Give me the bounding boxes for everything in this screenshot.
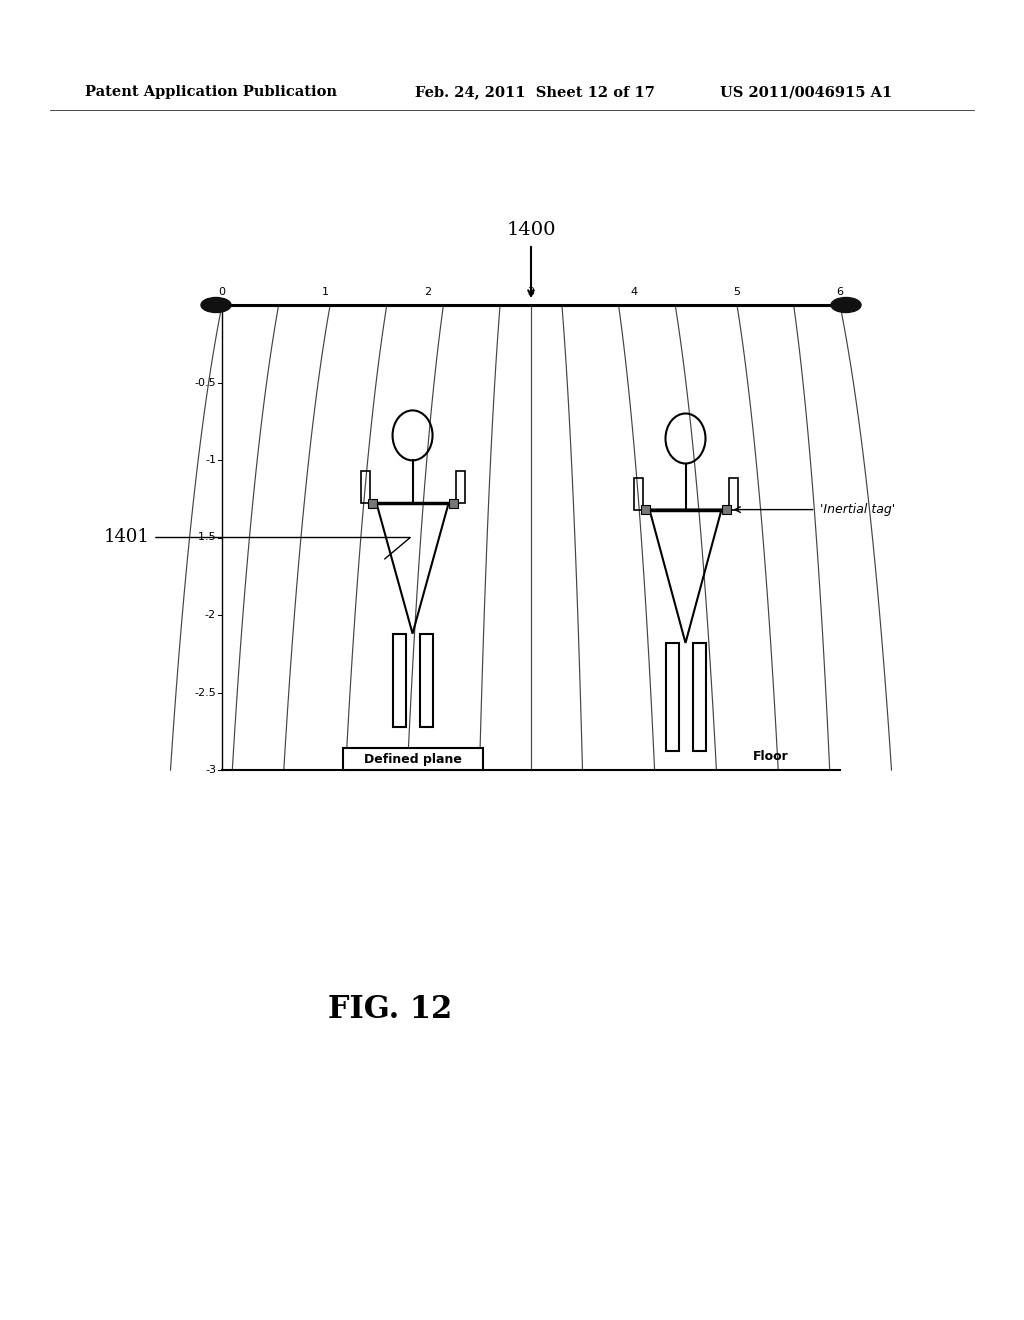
Text: 'Inertial tag': 'Inertial tag' [819,503,895,516]
Text: FIG. 12: FIG. 12 [328,994,453,1026]
Bar [360,471,370,503]
Bar [692,643,706,751]
Bar [640,506,649,513]
Text: -0.5: -0.5 [195,378,216,388]
Bar [728,478,737,510]
Bar [666,643,679,751]
Text: 1: 1 [322,286,329,297]
Text: 4: 4 [631,286,638,297]
Text: 0: 0 [218,286,225,297]
Bar [343,748,482,770]
Bar [392,634,406,726]
Bar [634,478,642,510]
Text: 3: 3 [527,286,535,297]
Text: -1: -1 [205,455,216,465]
Bar [722,506,730,513]
Text: 6: 6 [837,286,844,297]
Text: 1400: 1400 [506,220,556,239]
Bar [449,499,458,508]
Text: 1401: 1401 [104,528,150,546]
Text: -2.5: -2.5 [195,688,216,697]
Text: US 2011/0046915 A1: US 2011/0046915 A1 [720,84,892,99]
Text: Defined plane: Defined plane [364,752,462,766]
Text: -1.5: -1.5 [195,532,216,543]
Text: Feb. 24, 2011  Sheet 12 of 17: Feb. 24, 2011 Sheet 12 of 17 [415,84,655,99]
Text: -2: -2 [205,610,216,620]
Bar [456,471,465,503]
Text: 5: 5 [733,286,740,297]
Bar [368,499,377,508]
Bar [420,634,432,726]
Text: Floor: Floor [753,750,788,763]
Text: 2: 2 [424,286,431,297]
Ellipse shape [201,297,231,313]
Text: -3: -3 [205,766,216,775]
Text: Patent Application Publication: Patent Application Publication [85,84,337,99]
Ellipse shape [831,297,861,313]
